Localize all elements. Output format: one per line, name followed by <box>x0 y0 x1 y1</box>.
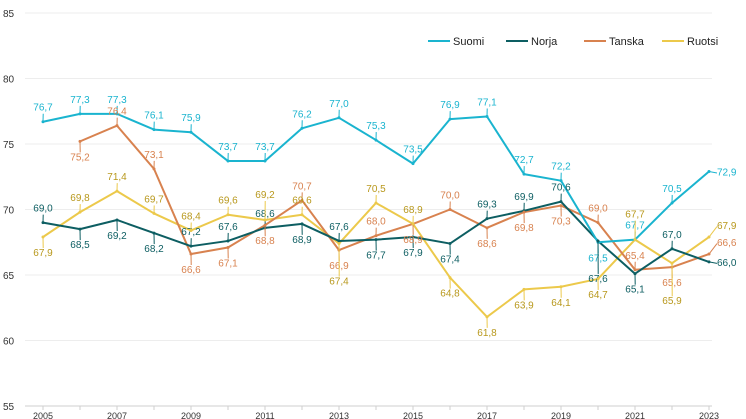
data-label: 77,0 <box>329 99 349 110</box>
data-label: 77,3 <box>107 95 127 106</box>
data-label: 67,9 <box>33 248 53 259</box>
legend-label-suomi: Suomi <box>453 36 484 48</box>
data-label: 69,2 <box>107 231 127 242</box>
data-label: 69,7 <box>144 194 164 205</box>
legend-label-ruotsi: Ruotsi <box>687 36 718 48</box>
data-label: 76,2 <box>292 109 312 120</box>
y-tick-label: 60 <box>3 337 15 348</box>
data-label: 66,0 <box>717 258 737 269</box>
data-label: 73,7 <box>255 142 275 153</box>
data-label: 69,6 <box>218 196 238 207</box>
data-label: 66,6 <box>717 238 737 249</box>
data-label: 69,0 <box>588 204 608 215</box>
data-label: 67,9 <box>717 221 737 232</box>
data-label: 66,6 <box>181 265 201 276</box>
legend-label-tanska: Tanska <box>609 36 645 48</box>
data-label: 68,9 <box>403 235 423 246</box>
data-label: 72,7 <box>514 155 534 166</box>
data-label: 72,2 <box>551 162 571 173</box>
series-line-tanska <box>79 124 710 271</box>
data-label: 73,5 <box>403 145 423 156</box>
data-label: 68,0 <box>366 217 386 228</box>
leader-line <box>708 243 718 255</box>
data-label: 69,3 <box>477 200 497 211</box>
data-label: 76,4 <box>107 107 127 118</box>
y-tick-label: 70 <box>3 206 15 217</box>
data-label: 65,9 <box>662 296 682 307</box>
x-tick-label: 2009 <box>181 411 201 419</box>
x-tick-label: 2011 <box>255 411 274 419</box>
data-label: 76,9 <box>440 100 460 111</box>
data-label: 73,1 <box>144 150 164 161</box>
leader-line <box>708 171 718 174</box>
data-label: 65,4 <box>625 251 645 262</box>
data-label: 67,4 <box>329 277 349 288</box>
data-label: 64,1 <box>551 298 571 309</box>
data-label: 75,2 <box>70 152 90 163</box>
data-label: 67,6 <box>218 222 238 233</box>
x-tick-label: 2023 <box>699 411 719 419</box>
data-label: 72,9 <box>717 168 737 179</box>
data-label: 71,4 <box>107 172 127 183</box>
leader-line <box>708 261 718 264</box>
data-label: 77,1 <box>477 97 497 108</box>
data-label: 69,0 <box>33 204 53 215</box>
data-label: 70,5 <box>662 184 682 195</box>
data-label: 70,3 <box>551 217 571 228</box>
data-label: 68,2 <box>144 244 164 255</box>
leader-line <box>708 226 718 238</box>
data-label: 67,0 <box>662 230 682 241</box>
y-tick-label: 75 <box>3 140 15 151</box>
data-label: 67,1 <box>218 258 238 269</box>
x-tick-label: 2021 <box>625 411 645 419</box>
data-label: 67,4 <box>440 255 460 266</box>
data-label: 68,5 <box>70 240 90 251</box>
data-label: 65,1 <box>625 285 645 296</box>
data-label: 64,7 <box>588 290 608 301</box>
data-label: 70,6 <box>551 183 571 194</box>
data-label: 67,9 <box>403 248 423 259</box>
data-label: 68,9 <box>403 205 423 216</box>
y-tick-label: 80 <box>3 75 15 86</box>
x-tick-label: 2015 <box>403 411 423 419</box>
data-label: 73,7 <box>218 142 238 153</box>
data-label: 67,7 <box>366 251 386 262</box>
x-tick-label: 2007 <box>107 411 127 419</box>
x-tick-label: 2013 <box>329 411 349 419</box>
data-label: 69,8 <box>70 193 90 204</box>
data-label: 70,5 <box>366 184 386 195</box>
data-label: 69,2 <box>255 190 275 201</box>
data-label: 75,9 <box>181 113 201 124</box>
data-label: 67,7 <box>625 210 645 221</box>
data-label: 69,8 <box>514 223 534 234</box>
data-label: 61,8 <box>477 328 497 339</box>
y-tick-label: 65 <box>3 271 15 282</box>
y-tick-label: 55 <box>3 402 15 413</box>
data-label: 67,6 <box>329 222 349 233</box>
x-tick-label: 2019 <box>551 411 571 419</box>
data-label: 68,6 <box>477 239 497 250</box>
data-label: 68,9 <box>292 235 312 246</box>
data-label: 76,1 <box>144 111 164 122</box>
data-label: 67,2 <box>181 227 201 238</box>
data-label: 64,8 <box>440 289 460 300</box>
data-label: 77,3 <box>70 95 90 106</box>
data-label: 69,9 <box>514 192 534 203</box>
x-tick-label: 2005 <box>33 411 53 419</box>
data-label: 70,7 <box>292 181 312 192</box>
y-tick-label: 85 <box>3 9 15 20</box>
data-label: 69,6 <box>292 196 312 207</box>
data-label: 63,9 <box>514 300 534 311</box>
data-label: 68,8 <box>255 236 275 247</box>
legend-label-norja: Norja <box>531 36 558 48</box>
data-label: 75,3 <box>366 121 386 132</box>
data-label: 70,0 <box>440 191 460 202</box>
data-label: 76,7 <box>33 103 53 114</box>
data-label: 68,4 <box>181 211 201 222</box>
x-tick-label: 2017 <box>477 411 497 419</box>
